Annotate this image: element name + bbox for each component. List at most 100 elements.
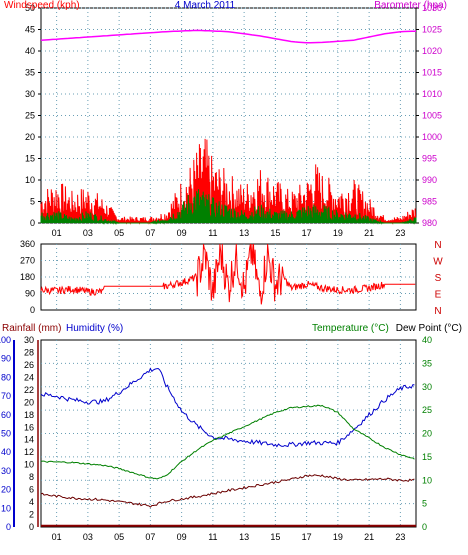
series-line-direction: [40, 243, 416, 305]
y2-tick-label: 980: [422, 218, 437, 228]
humidity-tick-label: 10: [1, 503, 11, 513]
y-tick-label: 40: [25, 46, 35, 56]
x-tick-label: 17: [302, 532, 312, 542]
series-line-barometer: [40, 29, 417, 44]
temp-tick-label: 25: [422, 405, 432, 415]
humidity-tick-label: 30: [1, 466, 11, 476]
humidity-tick-label: 60: [1, 410, 11, 420]
x-tick-label: 15: [270, 532, 280, 542]
left-axis-title: Windspeed (kph): [4, 0, 80, 11]
compass-label: N: [434, 240, 441, 251]
x-tick-label: 01: [52, 532, 62, 542]
x-tick-label: 23: [395, 228, 405, 238]
y2-tick-label: 1015: [422, 68, 442, 78]
rain-tick-label: 30: [24, 335, 34, 345]
rain-axis-title: Rainfall (mm): [2, 323, 61, 334]
humidity-axis-title: Humidity (%): [66, 323, 123, 334]
rain-tick-label: 22: [24, 385, 34, 395]
y-tick-label: 50: [25, 3, 35, 13]
y2-tick-label: 1025: [422, 25, 442, 35]
y-tick-label: 35: [25, 68, 35, 78]
y-tick-label: 5: [30, 197, 35, 207]
temp-tick-label: 15: [422, 452, 432, 462]
x-tick-label: 07: [145, 532, 155, 542]
compass-label: W: [433, 257, 443, 268]
humidity-tick-label: 90: [1, 354, 11, 364]
x-tick-label: 03: [83, 532, 93, 542]
humidity-tick-label: 20: [1, 485, 11, 495]
rain-tick-label: 4: [29, 497, 34, 507]
x-tick-label: 23: [395, 532, 405, 542]
humidity-tick-label: 40: [1, 447, 11, 457]
humidity-tick-label: 80: [1, 372, 11, 382]
rain-tick-label: 20: [24, 397, 34, 407]
y2-tick-label: 1000: [422, 132, 442, 142]
y-tick-label: 360: [20, 239, 35, 249]
series-line-speed: [40, 189, 417, 225]
x-tick-label: 13: [239, 532, 249, 542]
temp-tick-label: 35: [422, 358, 432, 368]
x-tick-label: 11: [208, 228, 217, 238]
y-tick-label: 270: [20, 256, 35, 266]
y2-tick-label: 990: [422, 175, 437, 185]
humidity-tick-label: 50: [1, 429, 11, 439]
y-tick-label: 90: [25, 289, 35, 299]
rain-tick-label: 18: [24, 410, 34, 420]
y-tick-label: 15: [25, 154, 35, 164]
x-tick-label: 15: [270, 228, 280, 238]
series-line-humidity: [40, 367, 415, 448]
rain-tick-label: 26: [24, 360, 34, 370]
compass-label: N: [434, 306, 441, 317]
rain-tick-label: 24: [24, 372, 34, 382]
y-tick-label: 0: [30, 305, 35, 315]
y-tick-label: 20: [25, 132, 35, 142]
y2-tick-label: 995: [422, 154, 437, 164]
dewpoint-axis-title: Dew Point (°C): [396, 323, 462, 334]
rain-tick-label: 28: [24, 347, 34, 357]
temp-tick-label: 30: [422, 382, 432, 392]
x-tick-label: 21: [364, 228, 374, 238]
rain-tick-label: 2: [29, 510, 34, 520]
x-tick-label: 03: [83, 228, 93, 238]
y2-tick-label: 1010: [422, 89, 442, 99]
x-tick-label: 17: [302, 228, 312, 238]
temperature-axis-title: Temperature (°C): [312, 323, 389, 334]
x-tick-label: 09: [177, 228, 187, 238]
y2-tick-label: 985: [422, 197, 437, 207]
compass-label: S: [435, 273, 442, 284]
rain-tick-label: 16: [24, 422, 34, 432]
series-line-dewpoint: [40, 474, 415, 508]
x-tick-label: 21: [364, 532, 374, 542]
y-tick-label: 45: [25, 25, 35, 35]
y2-tick-label: 1005: [422, 111, 442, 121]
rain-tick-label: 0: [29, 522, 34, 532]
x-tick-label: 09: [177, 532, 187, 542]
rain-tick-label: 10: [24, 460, 34, 470]
y-tick-label: 30: [25, 89, 35, 99]
humidity-tick-label: 100: [0, 335, 11, 345]
y2-tick-label: 1030: [422, 3, 442, 13]
temp-tick-label: 0: [422, 522, 427, 532]
x-tick-label: 11: [208, 532, 217, 542]
y-tick-label: 25: [25, 111, 35, 121]
y-tick-label: 180: [20, 272, 35, 282]
x-tick-label: 07: [145, 228, 155, 238]
temp-tick-label: 10: [422, 475, 432, 485]
rain-tick-label: 6: [29, 485, 34, 495]
rain-tick-label: 8: [29, 472, 34, 482]
temp-tick-label: 40: [422, 335, 432, 345]
x-tick-label: 05: [114, 532, 124, 542]
x-tick-label: 19: [333, 228, 343, 238]
temp-tick-label: 5: [422, 499, 427, 509]
temp-tick-label: 20: [422, 429, 432, 439]
y-tick-label: 10: [25, 175, 35, 185]
right-axis-title: Barometer (hpa): [374, 0, 447, 11]
rain-tick-label: 14: [24, 435, 34, 445]
humidity-tick-label: 0: [6, 522, 11, 532]
y-tick-label: 0: [30, 218, 35, 228]
chart-title: 4 March 2011: [175, 0, 236, 11]
x-tick-label: 19: [333, 532, 343, 542]
compass-label: E: [435, 290, 442, 301]
x-tick-label: 01: [52, 228, 62, 238]
